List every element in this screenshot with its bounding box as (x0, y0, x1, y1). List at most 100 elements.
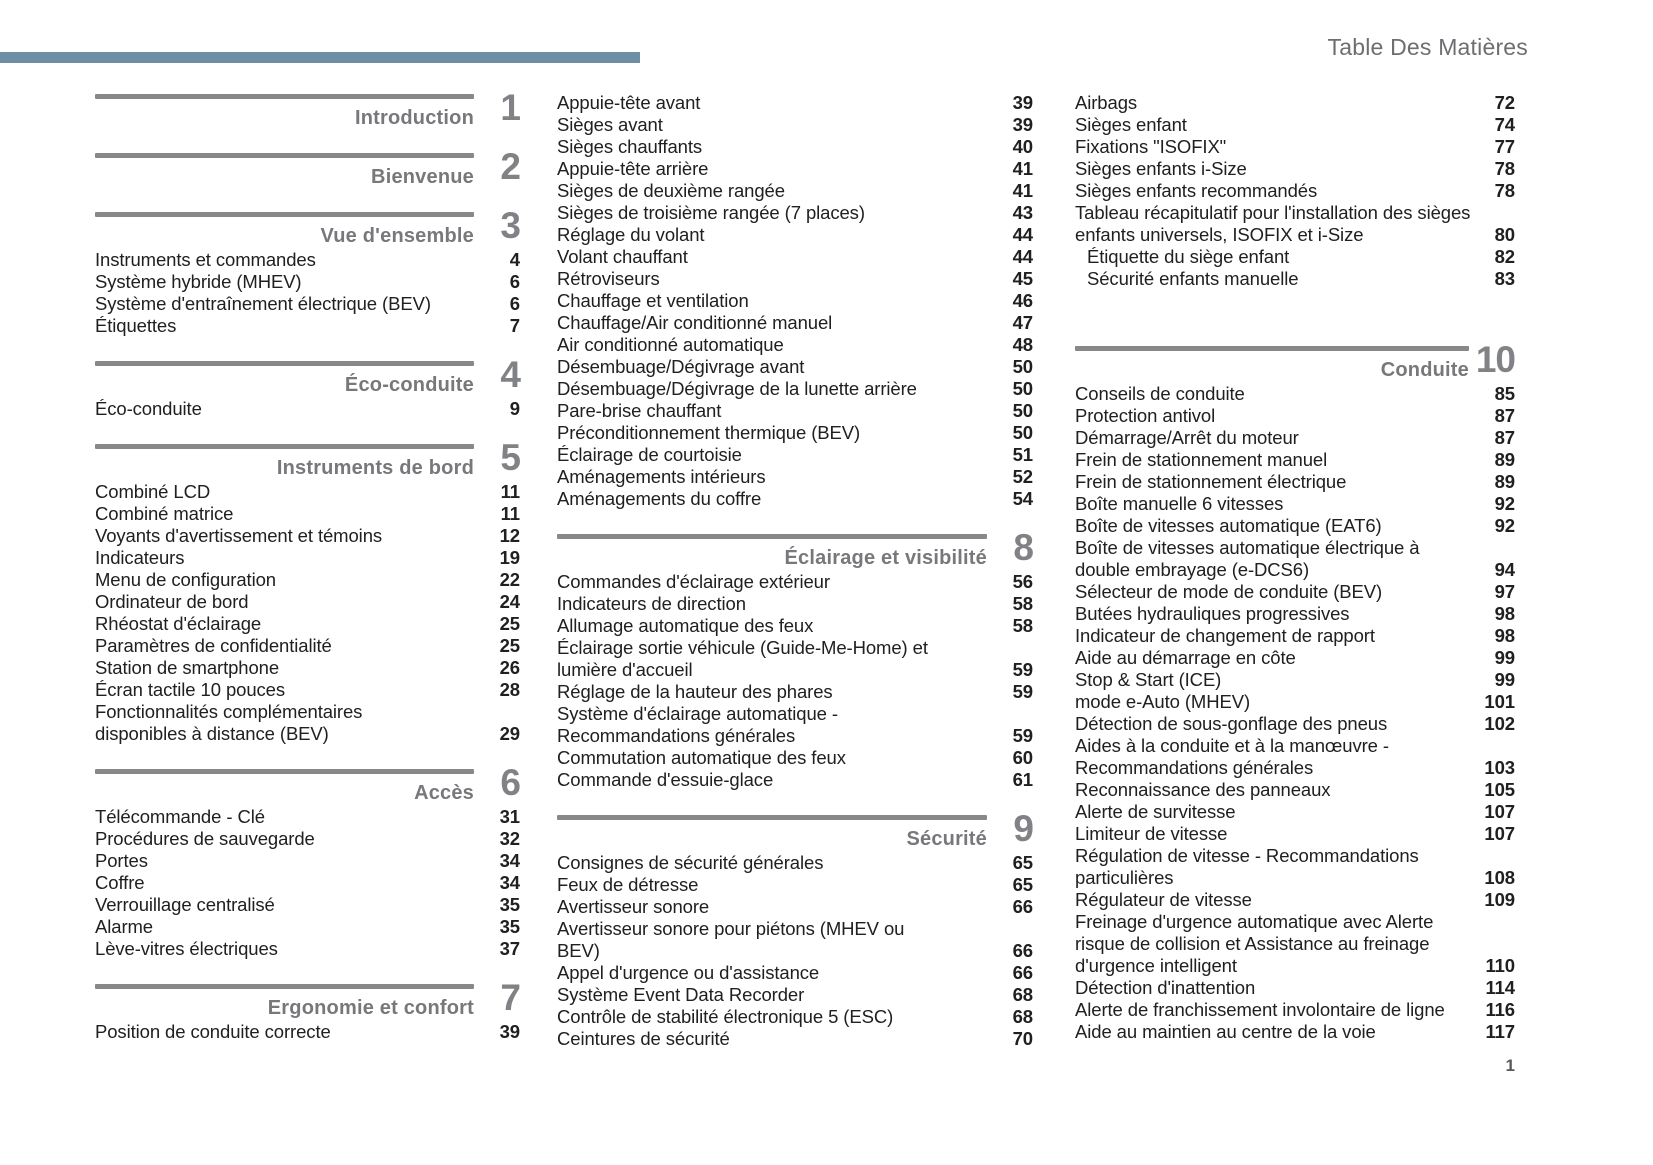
toc-item-label: Butées hydrauliques progressives (1075, 603, 1350, 624)
toc-item-page: 50 (1012, 356, 1033, 377)
toc-item-label: Voyants d'avertissement et témoins (95, 525, 383, 546)
toc-item-label: Éclairage sortie véhicule (Guide-Me-Home… (557, 637, 928, 680)
toc-item-page: 25 (499, 635, 520, 656)
toc-item: Procédures de sauvegarde 32 (95, 828, 520, 850)
toc-item-label: Appel d'urgence ou d'assistance (557, 962, 820, 983)
toc-item-group: Commandes d'éclairage extérieur 56 Indicat… (557, 571, 1033, 791)
toc-item-label: Système Event Data Recorder (557, 984, 805, 1005)
toc-item-label: Feux de détresse (557, 874, 699, 895)
toc-item-page: 66 (1012, 940, 1033, 961)
toc-item-page: 40 (1012, 136, 1033, 157)
toc-item-label: Air conditionné automatique (557, 334, 784, 355)
toc-item-label: Freinage d'urgence automatique avec Aler… (1075, 911, 1434, 976)
toc-item: Frein de stationnement manuel 89 (1075, 449, 1515, 471)
section-title: Bienvenue (371, 166, 474, 188)
section-number: 4 (500, 354, 521, 395)
toc-item-label: Conseils de conduite (1075, 383, 1245, 404)
toc-item-label: Aides à la conduite et à la manœuvre - R… (1075, 735, 1389, 778)
section-rule (1075, 346, 1469, 351)
toc-item-label: Étiquette du siège enfant (1087, 246, 1290, 267)
toc-item-label: Sièges de deuxième rangée (557, 180, 785, 201)
toc-item-page: 11 (500, 481, 520, 502)
section-number: 1 (500, 87, 521, 128)
toc-item: Alerte de survitesse 107 (1075, 801, 1515, 823)
toc-item-label: Réglage du volant (557, 224, 705, 245)
toc-item: Rétroviseurs 45 (557, 268, 1033, 290)
accent-bar (0, 52, 640, 63)
toc-item-page: 41 (1012, 180, 1033, 201)
toc-item-page: 50 (1012, 400, 1033, 421)
toc-section-header: Introduction 1 (95, 89, 521, 129)
toc-item: Verrouillage centralisé 35 (95, 894, 520, 916)
toc-item-page: 108 (1484, 867, 1515, 888)
toc-column-1: Introduction 1 Bienvenue 2 Vue d'ensemble 3 In… (95, 89, 521, 1043)
toc-item: Régulation de vitesse - Recommandations … (1075, 845, 1515, 889)
toc-item-page: 89 (1494, 471, 1515, 492)
toc-item-label: Détection d'inattention (1075, 977, 1256, 998)
toc-item-label: Sièges enfants recommandés (1075, 180, 1318, 201)
toc-item-page: 59 (1012, 725, 1033, 746)
toc-item-page: 85 (1494, 383, 1515, 404)
toc-item: Désembuage/Dégivrage de la lunette arriè… (557, 378, 1033, 400)
toc-item-page: 68 (1012, 984, 1033, 1005)
toc-item-label: Ordinateur de bord (95, 591, 249, 612)
toc-item-page: 83 (1494, 268, 1515, 289)
toc-item: Voyants d'avertissement et témoins 12 (95, 525, 520, 547)
toc-item-group: Airbags 72 Sièges enfant 74 Fixations "ISOFI… (1075, 92, 1515, 290)
toc-item: Boîte de vitesses automatique électrique… (1075, 537, 1515, 581)
toc-item-label: Sélecteur de mode de conduite (BEV) (1075, 581, 1383, 602)
toc-item-page: 70 (1012, 1028, 1033, 1049)
section-title: Éclairage et visibilité (784, 547, 987, 569)
toc-item: Commandes d'éclairage extérieur 56 (557, 571, 1033, 593)
toc-item-label: Système d'entraînement électrique (BEV) (95, 293, 431, 314)
toc-item: Aide au maintien au centre de la voie 117 (1075, 1021, 1515, 1043)
toc-item-page: 58 (1012, 615, 1033, 636)
toc-item: Éco-conduite 9 (95, 398, 520, 420)
toc-item: Indicateur de changement de rapport 98 (1075, 625, 1515, 647)
toc-item-group: Conseils de conduite 85 Protection antivol… (1075, 383, 1515, 1043)
toc-item-label: Sièges enfant (1075, 114, 1187, 135)
toc-item-label: Sièges chauffants (557, 136, 703, 157)
toc-item-label: Éco-conduite (95, 398, 202, 419)
toc-item-label: Protection antivol (1075, 405, 1216, 426)
toc-item: Avertisseur sonore 66 (557, 896, 1033, 918)
toc-item-page: 102 (1484, 713, 1515, 734)
toc-item-label: Allumage automatique des feux (557, 615, 814, 636)
toc-item: Station de smartphone 26 (95, 657, 520, 679)
toc-item: Sièges enfant 74 (1075, 114, 1515, 136)
toc-item-page: 44 (1012, 224, 1033, 245)
section-rule (95, 212, 474, 217)
toc-item-label: Sièges de troisième rangée (7 places) (557, 202, 865, 223)
toc-item-label: Coffre (95, 872, 145, 893)
toc-item: Frein de stationnement électrique 89 (1075, 471, 1515, 493)
toc-item-page: 50 (1012, 378, 1033, 399)
toc-item: Alerte de franchissement involontaire de… (1075, 999, 1515, 1021)
toc-item-label: Désembuage/Dégivrage avant (557, 356, 805, 377)
toc-item: Système d'éclairage automatique - Recomm… (557, 703, 1033, 747)
toc-item-label: Désembuage/Dégivrage de la lunette arriè… (557, 378, 917, 399)
section-title: Éco-conduite (344, 374, 474, 396)
toc-item-group: Position de conduite correcte 39 (95, 1021, 520, 1043)
toc-item-page: 77 (1494, 136, 1515, 157)
toc-item: Chauffage/Air conditionné manuel 47 (557, 312, 1033, 334)
toc-item-page: 97 (1494, 581, 1515, 602)
toc-item-page: 68 (1012, 1006, 1033, 1027)
toc-item: Sièges de deuxième rangée 41 (557, 180, 1033, 202)
toc-item-page: 66 (1012, 896, 1033, 917)
toc-item-page: 41 (1012, 158, 1033, 179)
toc-item: Protection antivol 87 (1075, 405, 1515, 427)
toc-item: Sécurité enfants manuelle 83 (1075, 268, 1515, 290)
toc-item-label: Pare-brise chauffant (557, 400, 722, 421)
toc-item-label: Aménagements intérieurs (557, 466, 766, 487)
toc-item-label: Rhéostat d'éclairage (95, 613, 262, 634)
toc-item-page: 65 (1012, 874, 1033, 895)
toc-item-group: Instruments et commandes 4 Système hybride… (95, 249, 520, 337)
toc-item-page: 78 (1494, 158, 1515, 179)
toc-item-page: 43 (1012, 202, 1033, 223)
toc-item-page: 92 (1494, 493, 1515, 514)
toc-item-page: 35 (499, 916, 520, 937)
toc-item-page: 39 (1012, 114, 1033, 135)
toc-item-page: 82 (1494, 246, 1515, 267)
toc-item: Système Event Data Recorder 68 (557, 984, 1033, 1006)
toc-item-label: Régulateur de vitesse (1075, 889, 1252, 910)
